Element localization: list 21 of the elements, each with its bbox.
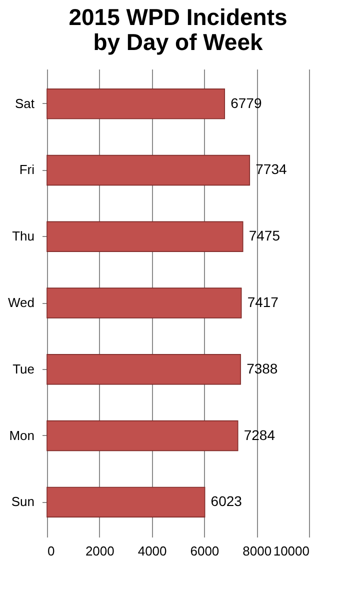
- data-label: 7284: [244, 426, 276, 443]
- y-tick-label: Tue: [12, 361, 34, 376]
- chart-title: 2015 WPD Incidents by Day of Week: [68, 4, 288, 55]
- x-tick-label: 10000: [273, 544, 310, 558]
- y-tick-label: Fri: [19, 162, 35, 178]
- x-tick-label: 8000: [242, 544, 272, 558]
- x-tick-label: 2000: [85, 544, 114, 558]
- y-tick-label: Thu: [12, 228, 34, 244]
- y-tick-label: Sun: [11, 494, 34, 510]
- data-label: 7475: [248, 228, 280, 244]
- y-tick-label: Wed: [8, 295, 34, 310]
- data-label: 7388: [246, 360, 278, 376]
- y-tick-label: Sat: [14, 96, 35, 111]
- x-tick-label: 0: [48, 544, 55, 558]
- data-label: 6023: [210, 493, 242, 510]
- data-label: 7734: [256, 161, 287, 178]
- x-tick-label: 6000: [190, 544, 220, 558]
- data-label: 7417: [247, 294, 279, 310]
- x-tick-label: 4000: [138, 544, 167, 558]
- y-tick-label: Mon: [9, 428, 34, 443]
- data-label: 6779: [230, 94, 262, 111]
